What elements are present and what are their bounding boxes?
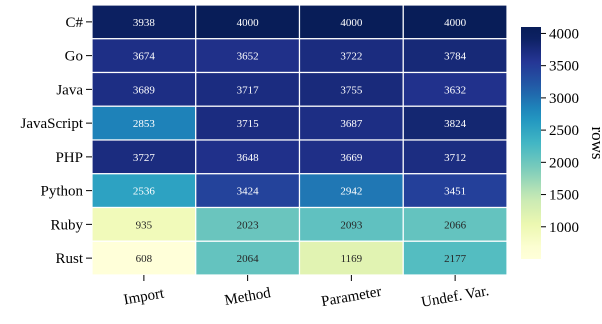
- cell-value-label: 1169: [341, 253, 363, 265]
- heatmap-cell: [402, 4, 508, 40]
- cell-value-label: 4000: [444, 17, 467, 29]
- cell-value-label: 3712: [444, 152, 466, 164]
- heatmap-cell: [91, 240, 197, 276]
- heatmap-cells: 3938 4000 4000 4000 3674 3652 3722 3784 3689 3717…: [91, 4, 508, 276]
- heatmap-cell: [298, 173, 404, 209]
- cell-value-label: 3715: [237, 118, 260, 130]
- colorbar-tick-label: 2500: [549, 123, 579, 139]
- cell-value-label: 2023: [237, 219, 260, 231]
- colorbar-tick-label: 2000: [549, 155, 579, 171]
- cell-value-label: 2064: [237, 253, 260, 265]
- colorbar-tick-label: 3500: [549, 59, 579, 75]
- heatmap-cell: [91, 173, 197, 209]
- cell-value-label: 2942: [340, 186, 362, 198]
- cell-value-label: 3755: [340, 84, 363, 96]
- heatmap-cell: [402, 173, 508, 209]
- cell-value-label: 3451: [444, 186, 466, 198]
- cell-value-label: 608: [136, 253, 153, 265]
- cell-value-label: 3652: [237, 51, 259, 63]
- column-tick-labels: Import Method Parameter Undef. Var.: [122, 275, 490, 311]
- colorbar-tick-label: 3000: [549, 91, 579, 107]
- cell-value-label: 3824: [444, 118, 467, 130]
- cell-value-label: 2093: [340, 219, 363, 231]
- cell-value-label: 2536: [133, 186, 156, 198]
- heatmap-cell: [298, 139, 404, 175]
- heatmap-cell: [91, 4, 197, 40]
- cell-value-label: 4000: [237, 17, 260, 29]
- colorbar-gradient: [521, 27, 541, 259]
- row-tick-label: Go: [65, 49, 83, 65]
- row-tick-label: Ruby: [50, 217, 83, 233]
- heatmap-cell: [195, 173, 301, 209]
- row-tick-label: PHP: [55, 150, 83, 166]
- heatmap-cell: [402, 38, 508, 74]
- cell-value-label: 3727: [133, 152, 156, 164]
- heatmap-cell: [195, 4, 301, 40]
- cell-value-label: 3424: [237, 186, 260, 198]
- colorbar-label: rows: [588, 126, 602, 159]
- heatmap-cell: [298, 206, 404, 242]
- cell-value-label: 2177: [444, 253, 467, 265]
- cell-value-label: 2066: [444, 219, 467, 231]
- heatmap-cell: [402, 206, 508, 242]
- row-tick-label: Python: [40, 184, 83, 200]
- heatmap-cell: [402, 139, 508, 175]
- cell-value-label: 3648: [237, 152, 260, 164]
- heatmap-cell: [195, 38, 301, 74]
- heatmap-cell: [195, 105, 301, 141]
- cell-value-label: 3722: [340, 51, 362, 63]
- column-tick-label: Parameter: [320, 284, 383, 310]
- heatmap-cell: [195, 139, 301, 175]
- cell-value-label: 3632: [444, 84, 466, 96]
- column-tick-label: Import: [122, 285, 166, 308]
- heatmap-cell: [402, 105, 508, 141]
- row-tick-labels: C# Go Java JavaScript PHP Python Ruby Rust: [21, 15, 92, 267]
- cell-value-label: 3669: [340, 152, 363, 164]
- cell-value-label: 935: [136, 219, 153, 231]
- heatmap-cell: [298, 240, 404, 276]
- cell-value-label: 3784: [444, 51, 467, 63]
- cell-value-label: 3717: [237, 84, 260, 96]
- cell-value-label: 2853: [133, 118, 156, 130]
- row-tick-label: C#: [65, 15, 83, 31]
- colorbar-tick-label: 4000: [549, 26, 579, 42]
- column-tick-label: Undef. Var.: [420, 283, 490, 311]
- cell-value-label: 3938: [133, 17, 156, 29]
- row-tick-label: Rust: [55, 251, 83, 267]
- row-tick-label: Java: [56, 82, 83, 98]
- cell-value-label: 3687: [340, 118, 363, 130]
- cell-value-label: 3689: [133, 84, 156, 96]
- heatmap-cell: [402, 71, 508, 107]
- column-tick-label: Method: [223, 285, 272, 309]
- colorbar: 1000 1500 2000 2500 3000 3500 4000 rows: [521, 26, 602, 259]
- colorbar-tick-label: 1500: [549, 188, 579, 204]
- heatmap-cell: [195, 71, 301, 107]
- cell-value-label: 3674: [133, 51, 156, 63]
- cell-value-label: 4000: [340, 17, 363, 29]
- colorbar-tick-label: 1000: [549, 220, 579, 236]
- colorbar-ticks: 1000 1500 2000 2500 3000 3500 4000: [541, 26, 579, 236]
- row-tick-label: JavaScript: [21, 116, 84, 132]
